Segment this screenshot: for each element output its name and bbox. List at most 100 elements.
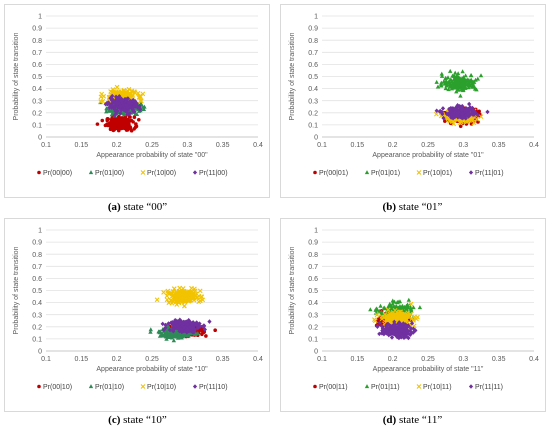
chart-a-point (100, 118, 105, 123)
chart-a-point (109, 97, 114, 103)
chart-d-point (408, 328, 413, 334)
chart-c-ytick-label: 0.2 (32, 324, 42, 331)
chart-b-point (478, 73, 484, 78)
chart-a-point (132, 127, 136, 131)
chart-a-ytick-label: 0 (38, 135, 42, 142)
chart-d-point (379, 316, 385, 322)
chart-a-point (115, 122, 119, 127)
chart-b-point (450, 111, 455, 117)
chart-d-point (409, 320, 415, 326)
chart-d-point (398, 322, 403, 327)
chart-d-point (400, 304, 405, 309)
chart-a-point (130, 105, 136, 111)
chart-b-point (478, 114, 484, 120)
chart-a-point (125, 105, 130, 110)
chart-a-ytick-label: 0.3 (32, 98, 42, 105)
chart-b-point (456, 87, 461, 92)
chart-b-point (458, 93, 463, 98)
chart-b-point (455, 74, 461, 79)
chart-d-point (385, 330, 390, 335)
chart-d-ytick-label: 0.1 (308, 337, 318, 344)
chart-a-point (124, 109, 129, 115)
chart-d-ytick-label: 0.6 (308, 276, 318, 283)
chart-d-point (383, 327, 388, 333)
chart-b-point (450, 73, 455, 78)
chart-b-point (441, 115, 446, 121)
chart-c-point (148, 327, 153, 332)
chart-b-point (434, 111, 439, 117)
chart-c-point (195, 325, 200, 331)
chart-c-point (176, 333, 182, 338)
chart-d-point (390, 298, 395, 303)
chart-b-legend-label: Pr(11|01) (475, 170, 504, 177)
chart-a-point (132, 99, 138, 105)
chart-d-point (377, 331, 382, 337)
chart-b-point (472, 86, 478, 91)
chart-d-point (385, 307, 391, 313)
chart-c-point (213, 328, 217, 333)
chart-c-ytick-label: 0.5 (32, 288, 42, 295)
chart-b-point (443, 75, 448, 80)
chart-b-point (475, 76, 480, 81)
chart-b-point (446, 106, 452, 112)
chart-d-point (394, 328, 399, 334)
chart-b-point (485, 109, 490, 115)
chart-d-point (381, 306, 386, 311)
chart-d-point (409, 330, 414, 336)
chart-d-point (398, 311, 404, 317)
chart-c-ytick-label: 0.8 (32, 252, 42, 259)
chart-c-point (171, 338, 177, 343)
chart-b-legend-marker (313, 170, 317, 175)
chart-a-point (141, 107, 147, 112)
chart-b-xtick-label: 0.35 (492, 142, 506, 149)
chart-b-point (458, 105, 463, 110)
chart-d-point (408, 332, 413, 338)
chart-d-legend-marker (416, 384, 422, 389)
chart-b-point (443, 86, 448, 91)
chart-a-xtick-label: 0.35 (216, 142, 230, 149)
chart-c-series-3 (160, 317, 212, 335)
chart-b-point (439, 73, 445, 78)
chart-a-legend-marker (140, 170, 146, 175)
chart-c-point (160, 321, 165, 327)
chart-a-point (114, 96, 119, 102)
chart-a-legend-label: Pr(00|00) (43, 170, 72, 177)
chart-b-point (449, 114, 454, 119)
chart-d-xtick-label: 0.35 (492, 356, 506, 363)
chart-d-point (395, 321, 401, 327)
chart-b-ytick-label: 1 (314, 14, 318, 21)
chart-c-point (197, 321, 202, 326)
chart-a-point (106, 123, 110, 128)
chart-a-point (127, 108, 133, 113)
chart-c-ytick-label: 0.3 (32, 312, 42, 319)
chart-d-point (377, 320, 382, 326)
chart-d-point (387, 323, 392, 328)
chart-c-point (172, 293, 178, 299)
chart-d-point (401, 332, 406, 338)
chart-c-legend-label: Pr(10|10) (147, 384, 176, 391)
chart-c-xtick-label: 0.35 (216, 356, 230, 363)
chart-a-point (127, 119, 132, 123)
chart-a-legend-marker (192, 170, 198, 175)
chart-a-point (124, 121, 129, 125)
chart-a-point (107, 108, 112, 113)
caption-d-label: (d) (382, 414, 397, 426)
chart-c-point (192, 327, 198, 333)
chart-d-point (374, 312, 380, 318)
chart-b-point (434, 108, 439, 114)
caption-a: (a) state “00” (0, 201, 275, 213)
chart-d-xtick-label: 0.25 (421, 356, 435, 363)
chart-c-xtick-label: 0.4 (253, 356, 263, 363)
chart-b-point (457, 81, 462, 86)
chart-a-ytick-label: 0.1 (32, 123, 42, 130)
chart-b-point (464, 108, 470, 114)
chart-b-point (471, 107, 476, 113)
chart-b-ytick-label: 0.6 (308, 62, 318, 69)
chart-b-ytick-label: 0 (314, 135, 318, 142)
chart-a-xtick-label: 0.4 (253, 142, 263, 149)
chart-c-point (163, 334, 169, 339)
chart-d-ytick-label: 0.9 (308, 240, 318, 247)
chart-c-point (177, 320, 182, 326)
chart-c-ytick-label: 0.9 (32, 240, 42, 247)
chart-a-point (117, 93, 122, 99)
